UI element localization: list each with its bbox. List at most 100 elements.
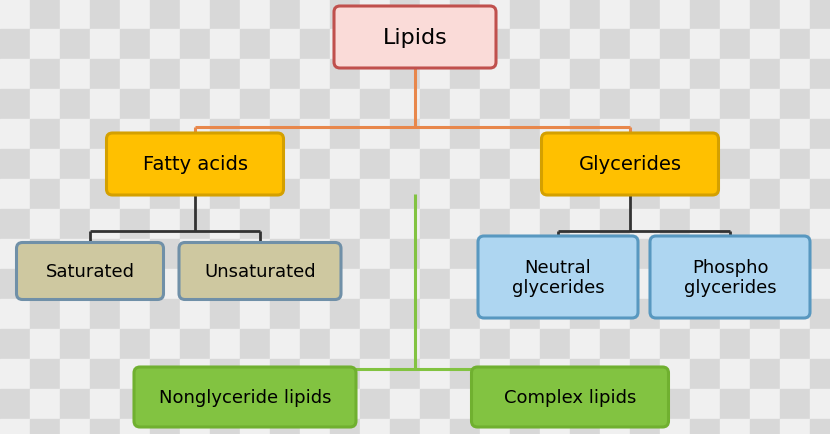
Bar: [210, 359, 240, 389]
Bar: [630, 240, 660, 270]
Bar: [450, 419, 480, 434]
Bar: [270, 180, 300, 210]
Bar: [780, 0, 810, 30]
Bar: [120, 270, 150, 299]
Bar: [690, 180, 720, 210]
Bar: [720, 210, 750, 240]
Text: Nonglyceride lipids: Nonglyceride lipids: [159, 388, 331, 406]
Bar: [90, 150, 120, 180]
Bar: [600, 30, 630, 60]
Bar: [780, 389, 810, 419]
Bar: [600, 150, 630, 180]
Bar: [600, 389, 630, 419]
Bar: [30, 90, 60, 120]
FancyBboxPatch shape: [17, 243, 164, 300]
Bar: [330, 299, 360, 329]
Bar: [750, 180, 780, 210]
Bar: [720, 0, 750, 30]
Bar: [600, 359, 630, 389]
Bar: [330, 150, 360, 180]
Text: Lipids: Lipids: [383, 28, 447, 48]
Bar: [660, 329, 690, 359]
Bar: [240, 30, 270, 60]
Bar: [240, 419, 270, 434]
Bar: [120, 299, 150, 329]
Bar: [600, 240, 630, 270]
Bar: [210, 240, 240, 270]
FancyBboxPatch shape: [106, 134, 284, 196]
Bar: [270, 270, 300, 299]
Bar: [660, 270, 690, 299]
Bar: [60, 210, 90, 240]
Bar: [750, 150, 780, 180]
Bar: [360, 359, 390, 389]
Bar: [120, 60, 150, 90]
Bar: [660, 120, 690, 150]
Bar: [570, 150, 600, 180]
Bar: [120, 389, 150, 419]
Bar: [510, 60, 540, 90]
Bar: [780, 299, 810, 329]
Bar: [480, 389, 510, 419]
Bar: [540, 60, 570, 90]
Bar: [120, 120, 150, 150]
Bar: [660, 240, 690, 270]
Bar: [360, 90, 390, 120]
Bar: [450, 359, 480, 389]
Bar: [210, 120, 240, 150]
Bar: [510, 389, 540, 419]
Bar: [750, 270, 780, 299]
Bar: [90, 419, 120, 434]
Text: Phospho
glycerides: Phospho glycerides: [684, 258, 776, 297]
Bar: [360, 389, 390, 419]
Bar: [600, 60, 630, 90]
Bar: [810, 90, 830, 120]
Bar: [150, 359, 180, 389]
Bar: [390, 90, 420, 120]
Bar: [210, 270, 240, 299]
Bar: [360, 30, 390, 60]
Bar: [810, 120, 830, 150]
Bar: [540, 240, 570, 270]
Bar: [390, 0, 420, 30]
Bar: [270, 329, 300, 359]
Bar: [510, 270, 540, 299]
Bar: [630, 419, 660, 434]
Bar: [570, 419, 600, 434]
Bar: [510, 120, 540, 150]
Bar: [420, 329, 450, 359]
Bar: [600, 419, 630, 434]
Bar: [270, 210, 300, 240]
Bar: [510, 329, 540, 359]
Bar: [480, 60, 510, 90]
Bar: [300, 299, 330, 329]
Bar: [450, 120, 480, 150]
Bar: [480, 299, 510, 329]
Bar: [570, 90, 600, 120]
Bar: [90, 180, 120, 210]
Bar: [90, 359, 120, 389]
Bar: [300, 0, 330, 30]
Bar: [810, 180, 830, 210]
Bar: [210, 329, 240, 359]
Bar: [780, 329, 810, 359]
Bar: [540, 90, 570, 120]
Bar: [300, 120, 330, 150]
Bar: [60, 30, 90, 60]
Bar: [240, 60, 270, 90]
Bar: [450, 389, 480, 419]
Bar: [810, 240, 830, 270]
Bar: [720, 299, 750, 329]
Bar: [570, 0, 600, 30]
Bar: [600, 180, 630, 210]
Bar: [270, 240, 300, 270]
Bar: [240, 180, 270, 210]
Bar: [330, 120, 360, 150]
Bar: [600, 299, 630, 329]
Bar: [570, 359, 600, 389]
Bar: [600, 90, 630, 120]
Bar: [240, 210, 270, 240]
Bar: [30, 30, 60, 60]
Bar: [300, 60, 330, 90]
Bar: [360, 60, 390, 90]
